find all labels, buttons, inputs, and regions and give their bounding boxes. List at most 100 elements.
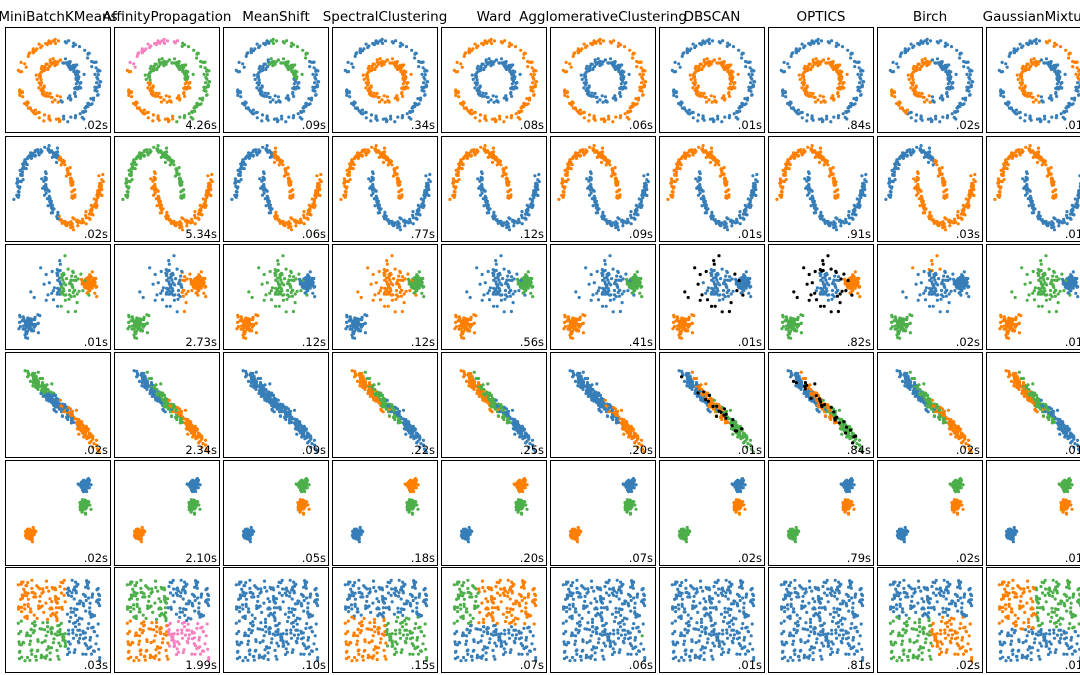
data-point [54, 117, 59, 121]
data-point [601, 100, 605, 104]
data-point [923, 57, 927, 61]
data-point [1043, 114, 1047, 118]
scatter-plot [343, 37, 430, 124]
data-point [126, 193, 130, 197]
data-point [794, 110, 798, 114]
column-title-affinitypropagation: AffinityPropagation [102, 9, 232, 25]
data-point [68, 177, 72, 181]
data-point [938, 120, 942, 124]
data-point [236, 93, 240, 97]
data-point [68, 94, 72, 98]
data-point [254, 148, 258, 152]
data-point [711, 158, 715, 162]
data-point [513, 219, 517, 223]
data-point [70, 194, 74, 198]
data-point [819, 60, 823, 64]
data-point [834, 44, 838, 48]
data-point [592, 94, 596, 98]
data-point [499, 163, 503, 167]
data-point [732, 112, 736, 116]
data-point [837, 87, 841, 91]
data-point [210, 180, 214, 184]
data-point [369, 84, 373, 88]
data-point [750, 196, 754, 200]
plot-panel-noisy_circles-ward: .08s [441, 27, 547, 133]
data-point [715, 160, 719, 164]
data-point [311, 203, 315, 207]
data-point [708, 154, 712, 159]
data-point [160, 57, 164, 61]
data-point [43, 145, 47, 149]
data-point [167, 95, 171, 99]
data-point [565, 90, 569, 94]
data-point [90, 212, 94, 216]
data-point [925, 64, 929, 68]
data-point [712, 118, 716, 123]
data-point [58, 58, 63, 62]
data-point [129, 167, 133, 171]
data-point [278, 220, 282, 224]
data-point [826, 221, 831, 225]
data-point [149, 44, 153, 48]
data-point [1020, 78, 1024, 82]
data-point [523, 216, 527, 220]
data-point [618, 90, 622, 95]
data-point [959, 51, 963, 55]
data-point [839, 224, 843, 228]
data-point [87, 51, 91, 55]
data-point [735, 110, 739, 114]
data-point [33, 49, 38, 53]
data-point [694, 69, 698, 73]
data-point [922, 95, 926, 99]
data-point [273, 94, 277, 98]
data-point [857, 66, 861, 70]
data-point [68, 67, 72, 71]
data-point [177, 94, 181, 98]
data-point [154, 62, 158, 66]
data-point [345, 88, 349, 92]
data-point [1049, 67, 1053, 71]
data-point [614, 115, 618, 119]
data-point [266, 118, 270, 122]
data-point [45, 62, 49, 66]
data-point [908, 111, 912, 115]
data-point [379, 39, 383, 43]
data-point [307, 103, 311, 107]
data-point [36, 111, 40, 115]
data-point [562, 190, 566, 194]
data-point [177, 166, 181, 170]
data-point [631, 101, 635, 106]
runtime-label: 4.26s [185, 118, 217, 132]
data-point [314, 192, 318, 196]
data-point [606, 61, 611, 65]
data-point [494, 118, 498, 123]
data-point [56, 60, 60, 64]
data-point [1004, 62, 1008, 66]
data-point [728, 82, 732, 86]
data-point [165, 210, 169, 214]
data-point [701, 116, 705, 120]
data-point [146, 86, 150, 90]
data-point [289, 216, 293, 220]
data-point [505, 115, 509, 119]
data-point [702, 40, 706, 44]
data-point [698, 171, 702, 176]
data-point [50, 203, 55, 207]
data-point [84, 109, 88, 113]
data-point [900, 51, 904, 55]
data-point [423, 93, 427, 97]
data-point [591, 204, 595, 208]
data-point [300, 72, 304, 76]
data-point [808, 91, 812, 95]
data-point [261, 145, 265, 149]
data-point [802, 78, 806, 82]
data-point [619, 87, 623, 91]
data-point [364, 86, 368, 90]
data-point [380, 41, 385, 45]
data-point [56, 150, 60, 154]
data-point [968, 196, 972, 200]
data-point [20, 167, 24, 171]
data-point [295, 45, 300, 49]
data-point [678, 167, 682, 171]
scatter-plot [779, 37, 866, 124]
